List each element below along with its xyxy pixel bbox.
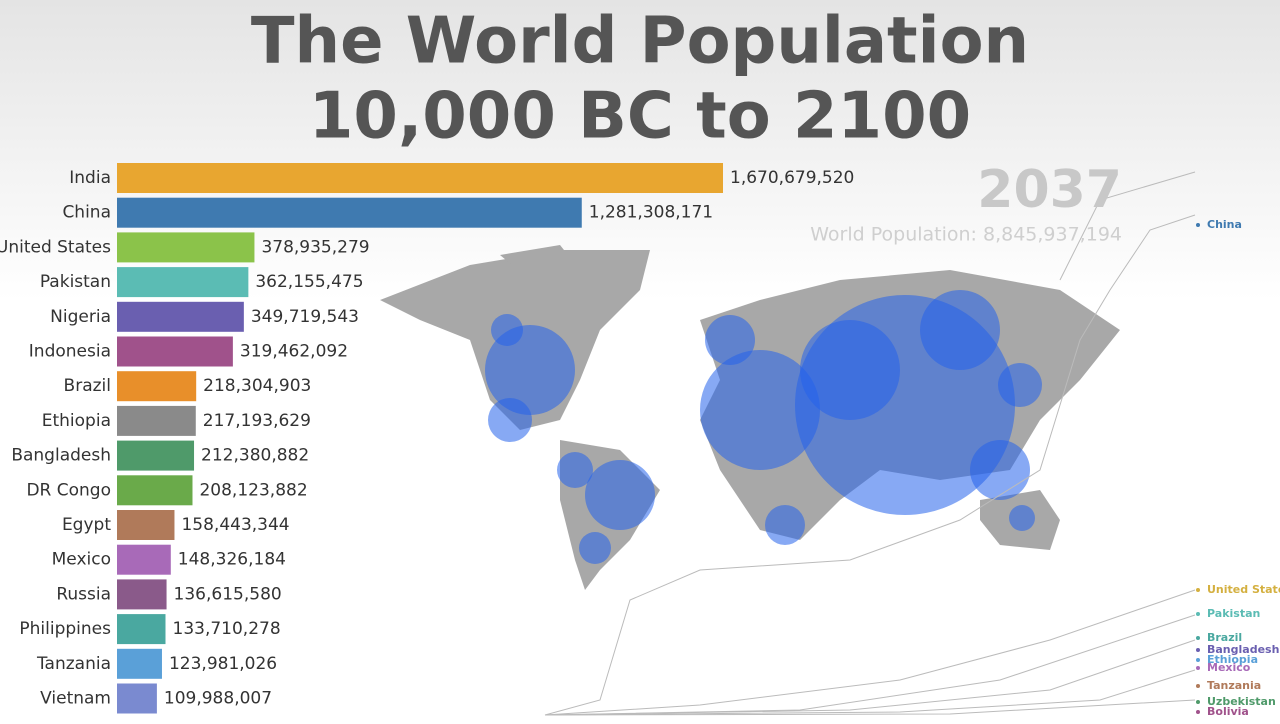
value-label: 208,123,882 [199, 480, 307, 500]
value-label: 109,988,007 [164, 689, 272, 709]
bar [117, 440, 195, 471]
bar [117, 232, 255, 263]
value-label: 136,615,580 [174, 584, 282, 604]
category-label: Russia [56, 584, 111, 604]
year-label: 2037 [977, 160, 1122, 220]
bar [117, 544, 171, 575]
category-label: United States [0, 237, 111, 257]
bar [117, 475, 193, 506]
history-lines [544, 171, 1196, 716]
category-label: Ethiopia [42, 411, 111, 431]
value-label: 212,380,882 [201, 446, 309, 466]
line-label: Tanzania [1207, 679, 1261, 692]
line-end-dot [1196, 612, 1200, 616]
category-label: Philippines [19, 619, 111, 639]
value-label: 349,719,543 [251, 307, 359, 327]
bar [117, 301, 244, 332]
value-label: 148,326,184 [178, 550, 286, 570]
chart-title: The World Population [251, 5, 1029, 79]
value-label: 158,443,344 [181, 515, 289, 535]
line-label: Mexico [1207, 661, 1251, 674]
bar [117, 683, 157, 714]
category-label: Bangladesh [11, 446, 111, 466]
bar [117, 579, 167, 610]
line-end-dot [1196, 588, 1200, 592]
value-label: 217,193,629 [203, 411, 311, 431]
line-end-dot [1196, 700, 1200, 704]
value-label: 1,670,679,520 [730, 168, 854, 188]
line-end-dot [1196, 223, 1200, 227]
world-population-label: World Population: 8,845,937,194 [810, 224, 1122, 246]
value-label: 378,935,279 [261, 237, 369, 257]
line-label: Bangladesh [1207, 643, 1279, 656]
bar [117, 614, 166, 645]
bar [117, 336, 233, 367]
line-label: Brazil [1207, 631, 1242, 644]
category-label: Tanzania [36, 654, 111, 674]
bar [117, 648, 162, 679]
bar [117, 510, 175, 540]
value-label: 362,155,475 [255, 272, 363, 292]
line-end-dot [1196, 666, 1200, 670]
bar [117, 267, 249, 298]
line-end-dot [1196, 658, 1200, 662]
value-label: 133,710,278 [173, 619, 281, 639]
category-label: Mexico [52, 550, 111, 570]
line-end-dot [1196, 636, 1200, 640]
line-label: United States [1207, 583, 1280, 596]
line-label: Uzbekistan [1207, 695, 1276, 708]
chart-subtitle: 10,000 BC to 2100 [309, 80, 971, 154]
line-label: Pakistan [1207, 607, 1260, 620]
line-labels: China United States Pakistan BrazilBanglade… [1196, 218, 1280, 718]
bar [117, 197, 582, 228]
category-label: Egypt [62, 515, 111, 535]
category-label: DR Congo [26, 480, 111, 500]
bars: India 1,670,679,520 China 1,281,308,171 Unit… [0, 163, 854, 714]
category-label: India [69, 168, 111, 188]
bar [117, 163, 723, 193]
bar [117, 405, 196, 436]
value-label: 319,462,092 [240, 342, 348, 362]
value-label: 1,281,308,171 [589, 203, 713, 223]
line-label: Ethiopia [1207, 653, 1258, 666]
value-label: 218,304,903 [203, 376, 311, 396]
line-end-dot [1196, 648, 1200, 652]
line-label: China [1207, 218, 1242, 231]
population-bubbles [485, 290, 1042, 564]
category-label: Nigeria [50, 307, 111, 327]
category-label: China [62, 203, 111, 223]
line-label: Bolivia [1207, 705, 1249, 718]
line-end-dot [1196, 710, 1200, 714]
category-label: Vietnam [40, 689, 111, 709]
bar [117, 371, 197, 402]
category-label: Pakistan [40, 272, 111, 292]
value-label: 123,981,026 [169, 654, 277, 674]
line-end-dot [1196, 684, 1200, 688]
category-label: Brazil [64, 376, 111, 396]
category-label: Indonesia [29, 342, 111, 362]
